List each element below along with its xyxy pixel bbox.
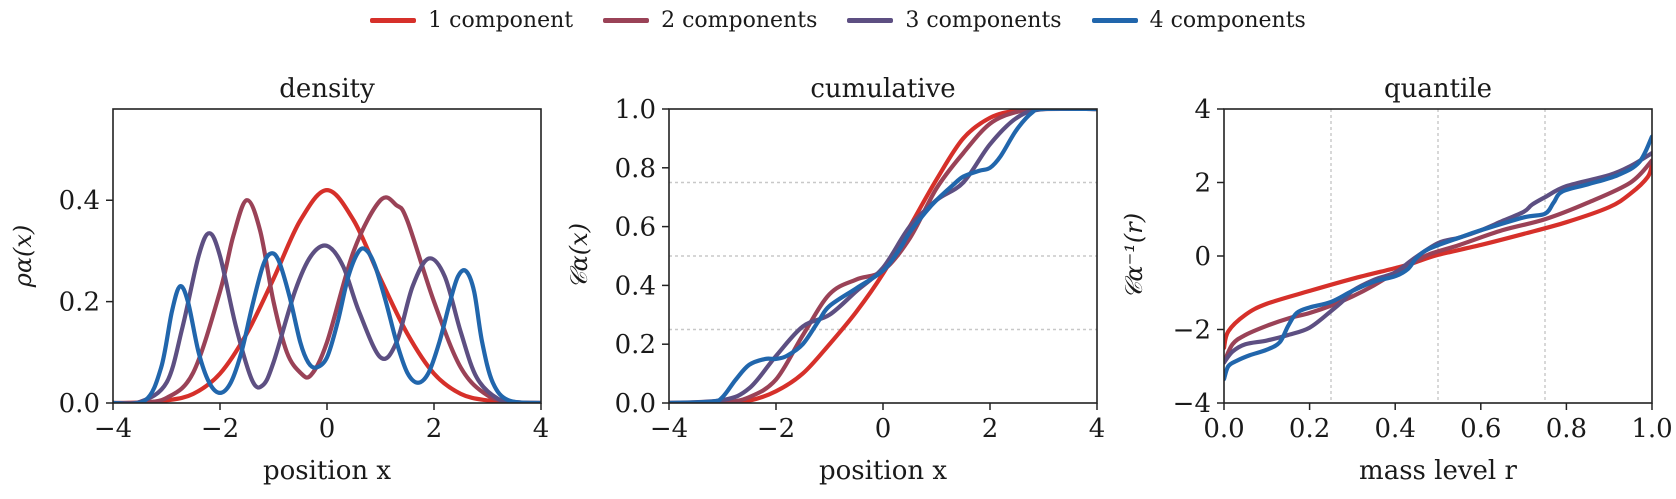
x-tick-label: 0	[875, 414, 892, 444]
x-tick-label: 4	[533, 414, 550, 444]
y-tick-label: 0.2	[615, 330, 656, 360]
y-tick-label: 2	[1194, 169, 1211, 199]
x-axis-label: position x	[819, 456, 947, 486]
legend-swatch-4	[1091, 18, 1138, 23]
y-axis-label: 𝒞α(x)	[565, 223, 593, 289]
series-line-2	[113, 195, 541, 403]
x-tick-label: 4	[1089, 414, 1106, 444]
y-tick-label: 0.0	[59, 389, 100, 419]
x-tick-label: 0.8	[1546, 414, 1587, 444]
panel-3: 0.0 0.2 0.4 0.6 0.8 1.0 −4 −2 0 2 4 quantile mass le…	[1120, 74, 1673, 486]
x-tick-label: 0.6	[1460, 414, 1501, 444]
legend-item-4: 4 components	[1091, 8, 1306, 33]
x-axis-label: position x	[263, 456, 391, 486]
y-tick-label: −4	[1173, 389, 1211, 419]
legend-item-1: 1 component	[370, 8, 573, 33]
legend-label-3: 3 components	[905, 8, 1062, 33]
legend-swatch-1	[370, 18, 417, 23]
chart-legend: 1 component 2 components 3 components 4 …	[0, 8, 1676, 33]
legend-swatch-2	[603, 18, 650, 23]
x-tick-label: −2	[757, 414, 795, 444]
y-tick-label: 1.0	[615, 95, 656, 125]
y-tick-label: −2	[1173, 316, 1211, 346]
x-tick-label: 0.2	[1289, 414, 1330, 444]
x-tick-label: 2	[982, 414, 999, 444]
series-line-1	[1224, 162, 1652, 350]
chart-title: density	[279, 74, 375, 104]
axes-frame	[668, 108, 1098, 404]
y-tick-label: 0.4	[59, 186, 100, 216]
y-tick-label: 0.8	[615, 154, 656, 184]
x-axis-label: mass level r	[1359, 456, 1517, 486]
x-tick-label: 0	[319, 414, 336, 444]
chart-title: cumulative	[810, 74, 955, 104]
y-tick-label: 0	[1194, 242, 1211, 272]
y-tick-label: 0.6	[615, 213, 656, 243]
y-tick-label: 0.0	[615, 389, 656, 419]
y-axis-label: 𝒞α⁻¹(r)	[1120, 213, 1148, 299]
legend-label-4: 4 components	[1149, 8, 1306, 33]
series-line-1	[669, 109, 1097, 403]
legend-item-3: 3 components	[847, 8, 1062, 33]
y-axis-label: ρα(x)	[9, 225, 37, 289]
x-tick-label: 2	[426, 414, 443, 444]
legend-label-2: 2 components	[661, 8, 818, 33]
panel-2: −4 −2 0 2 4 0.0 0.2 0.4 0.6 0.8 1.0 cumulative posit…	[565, 74, 1105, 486]
x-tick-label: −2	[201, 414, 239, 444]
legend-item-2: 2 components	[603, 8, 817, 33]
y-tick-label: 0.4	[615, 271, 656, 301]
y-tick-label: 0.2	[59, 288, 100, 318]
legend-label-1: 1 component	[428, 8, 574, 33]
series-line-3	[113, 231, 541, 403]
series-line-4	[1224, 134, 1652, 382]
series-line-4	[669, 109, 1097, 403]
series-line-4	[113, 246, 541, 403]
series-line-1	[113, 188, 541, 403]
legend-swatch-3	[847, 18, 894, 23]
x-tick-label: 0.0	[1203, 414, 1244, 444]
y-tick-label: 4	[1194, 95, 1211, 125]
x-tick-label: −4	[650, 414, 688, 444]
series-line-2	[669, 109, 1097, 403]
x-tick-label: 0.4	[1375, 414, 1416, 444]
panel-1: −4 −2 0 2 4 0.0 0.2 0.4 density position x ρα(x)	[9, 74, 549, 486]
series-line-3	[669, 109, 1097, 403]
x-tick-label: 1.0	[1631, 414, 1672, 444]
x-tick-label: −4	[94, 414, 132, 444]
chart-title: quantile	[1384, 74, 1492, 104]
